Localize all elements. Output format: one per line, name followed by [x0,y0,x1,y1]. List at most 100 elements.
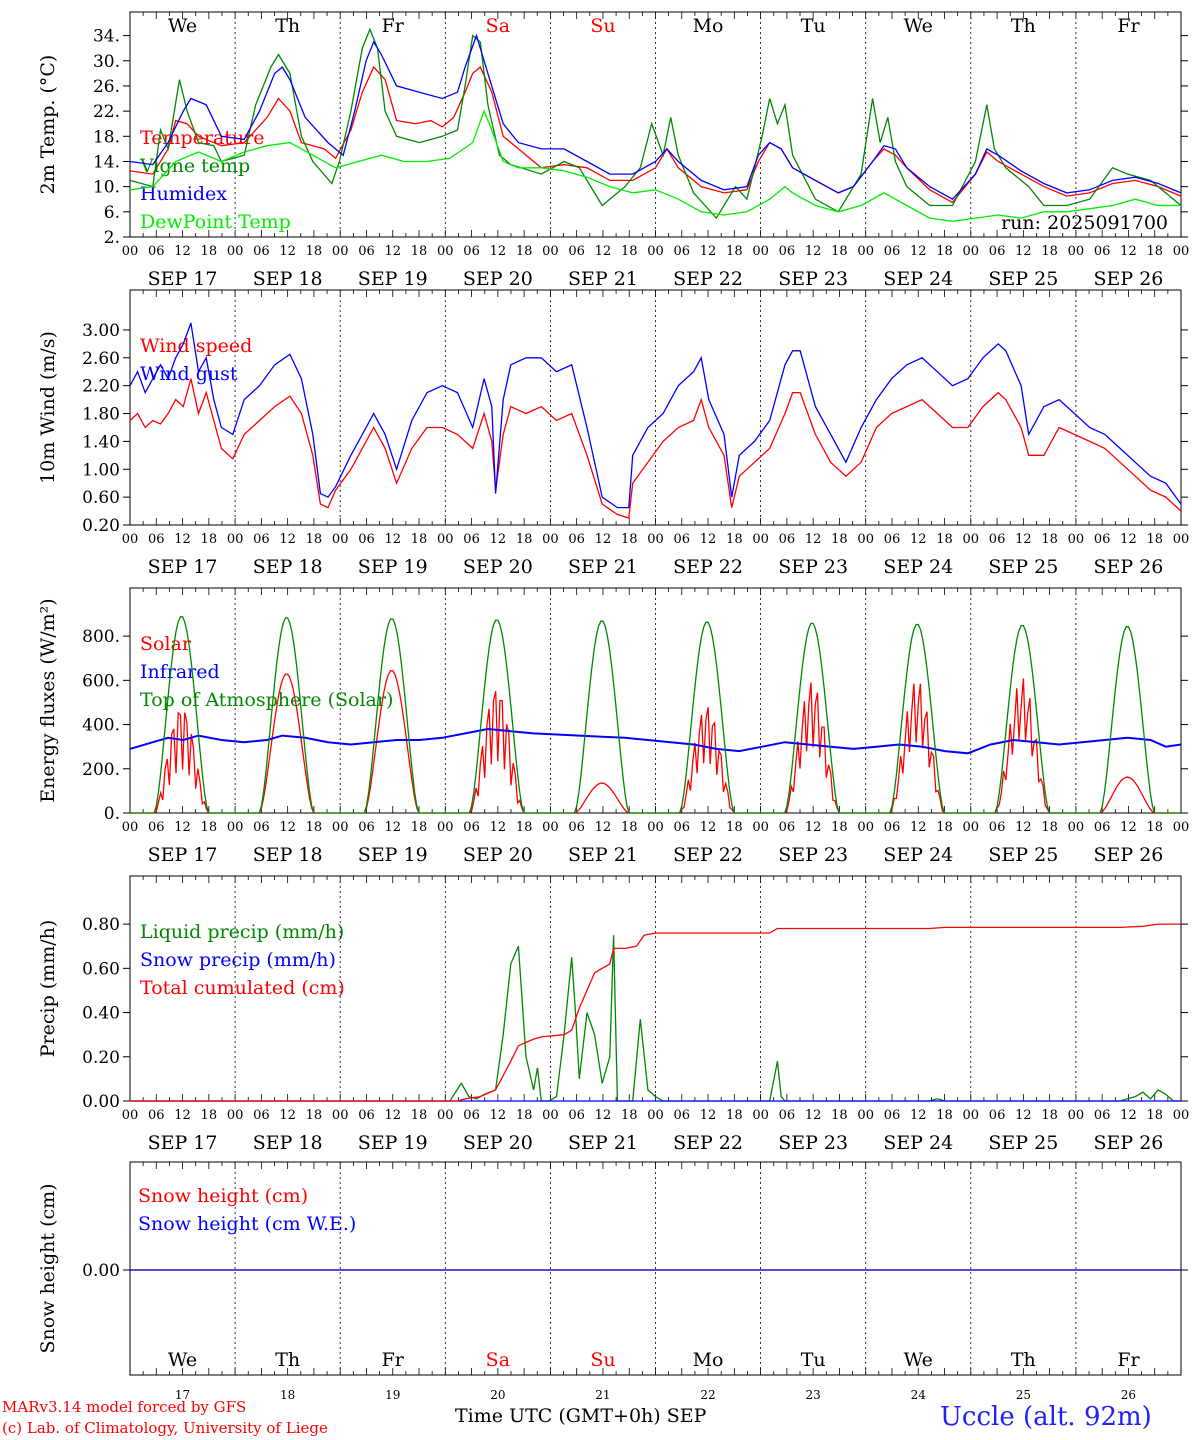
x-hour-label: 18 [306,244,323,259]
x-hour-label: 18 [201,820,218,835]
x-hour-label: 12 [490,532,507,547]
weekday-label: We [904,15,933,37]
x-hour-label: 06 [568,244,585,259]
y-tick-label: 1.00 [82,460,120,480]
x-hour-label: 12 [805,244,822,259]
x-hour-label: 12 [1015,244,1032,259]
day-number-label: 18 [280,1388,295,1402]
x-hour-label: 06 [779,244,796,259]
x-hour-label: 06 [779,820,796,835]
x-date-label: SEP 26 [1094,556,1164,578]
series-line [129,65,1182,204]
weekday-label: Fr [382,15,405,37]
series-line [130,923,1181,1102]
x-hour-label: 00 [332,820,349,835]
x-hour-label: 18 [936,532,953,547]
x-hour-label: 18 [621,244,638,259]
y-tick-label: 0. [104,804,120,824]
x-hour-label: 06 [1094,820,1111,835]
x-hour-label: 00 [1068,244,1085,259]
x-hour-label: 00 [437,532,454,547]
x-hour-label: 00 [647,532,664,547]
x-hour-label: 00 [1068,1108,1085,1123]
y-tick-label: 0.00 [82,1261,120,1281]
x-date-label: SEP 23 [778,556,848,578]
x-hour-label: 00 [857,820,874,835]
x-hour-label: 06 [358,244,375,259]
x-date-label: SEP 23 [778,268,848,290]
x-hour-label: 12 [174,1108,191,1123]
x-hour-label: 18 [831,1108,848,1123]
weekday-label: Sa [486,15,510,37]
model-credit: MARv3.14 model forced by GFS [2,1398,247,1416]
x-date-label: SEP 20 [463,268,533,290]
x-hour-label: 06 [1094,244,1111,259]
x-hour-label: 18 [411,820,428,835]
x-hour-label: 00 [752,820,769,835]
x-date-label: SEP 25 [988,556,1058,578]
x-hour-label: 18 [726,244,743,259]
x-hour-label: 18 [1041,532,1058,547]
x-date-label: SEP 17 [148,844,218,866]
day-number-label: 20 [490,1388,505,1402]
x-hour-label: 18 [411,532,428,547]
x-hour-label: 00 [1068,532,1085,547]
y-tick-label: 0.80 [82,915,120,935]
legend-entry: Snow height (cm W.E.) [138,1213,356,1235]
x-hour-label: 00 [752,1108,769,1123]
x-hour-label: 06 [463,532,480,547]
x-axis-month: SEP [666,1405,707,1427]
legend-entry: Solar [140,633,192,655]
x-hour-label: 06 [568,820,585,835]
y-tick-label: 14. [93,152,120,172]
day-number-label: 19 [385,1388,400,1402]
x-hour-label: 18 [831,820,848,835]
x-hour-label: 18 [1146,244,1163,259]
day-number-label: 25 [1016,1388,1031,1402]
weekday-label: Tu [801,1349,826,1371]
x-hour-label: 18 [516,532,533,547]
x-hour-label: 06 [674,532,691,547]
x-hour-label: 12 [1015,1108,1032,1123]
x-hour-label: 06 [358,532,375,547]
x-date-label: SEP 20 [463,844,533,866]
x-hour-label: 12 [805,532,822,547]
weekday-label: Mo [693,1349,724,1371]
legend-entry: Infrared [140,661,220,683]
station-label: Uccle (alt. 92m) [940,1402,1152,1432]
x-date-label: SEP 19 [358,556,428,578]
x-date-label: SEP 21 [568,556,638,578]
x-hour-label: 12 [384,244,401,259]
y-tick-label: 1.40 [82,432,120,452]
x-date-label: SEP 18 [253,844,323,866]
y-tick-label: 10. [93,178,120,198]
x-date-label: SEP 24 [883,268,953,290]
x-date-label: SEP 23 [778,844,848,866]
x-hour-label: 06 [463,1108,480,1123]
weekday-label: Fr [1117,1349,1140,1371]
x-hour-label: 18 [726,1108,743,1123]
x-hour-label: 18 [201,1108,218,1123]
x-hour-label: 12 [1120,820,1137,835]
x-hour-label: 12 [595,1108,612,1123]
x-hour-label: 00 [963,244,980,259]
y-tick-label: 0.00 [82,1092,120,1112]
x-date-label: SEP 24 [883,844,953,866]
x-date-label: SEP 22 [673,844,743,866]
x-date-label: SEP 25 [988,1132,1058,1154]
x-hour-label: 12 [700,244,717,259]
x-hour-label: 12 [174,532,191,547]
legend-entry: Top of Atmosphere (Solar) [140,689,393,711]
x-hour-label: 12 [910,532,927,547]
x-hour-label: 12 [700,1108,717,1123]
x-hour-label: 06 [253,1108,270,1123]
series-line [129,109,1181,222]
x-hour-label: 18 [306,532,323,547]
x-hour-label: 12 [384,820,401,835]
x-date-label: SEP 17 [148,556,218,578]
x-hour-label: 12 [384,532,401,547]
x-hour-label: 00 [1068,820,1085,835]
x-hour-label: 12 [490,1108,507,1123]
x-hour-label: 00 [227,1108,244,1123]
x-date-label: SEP 26 [1094,844,1164,866]
